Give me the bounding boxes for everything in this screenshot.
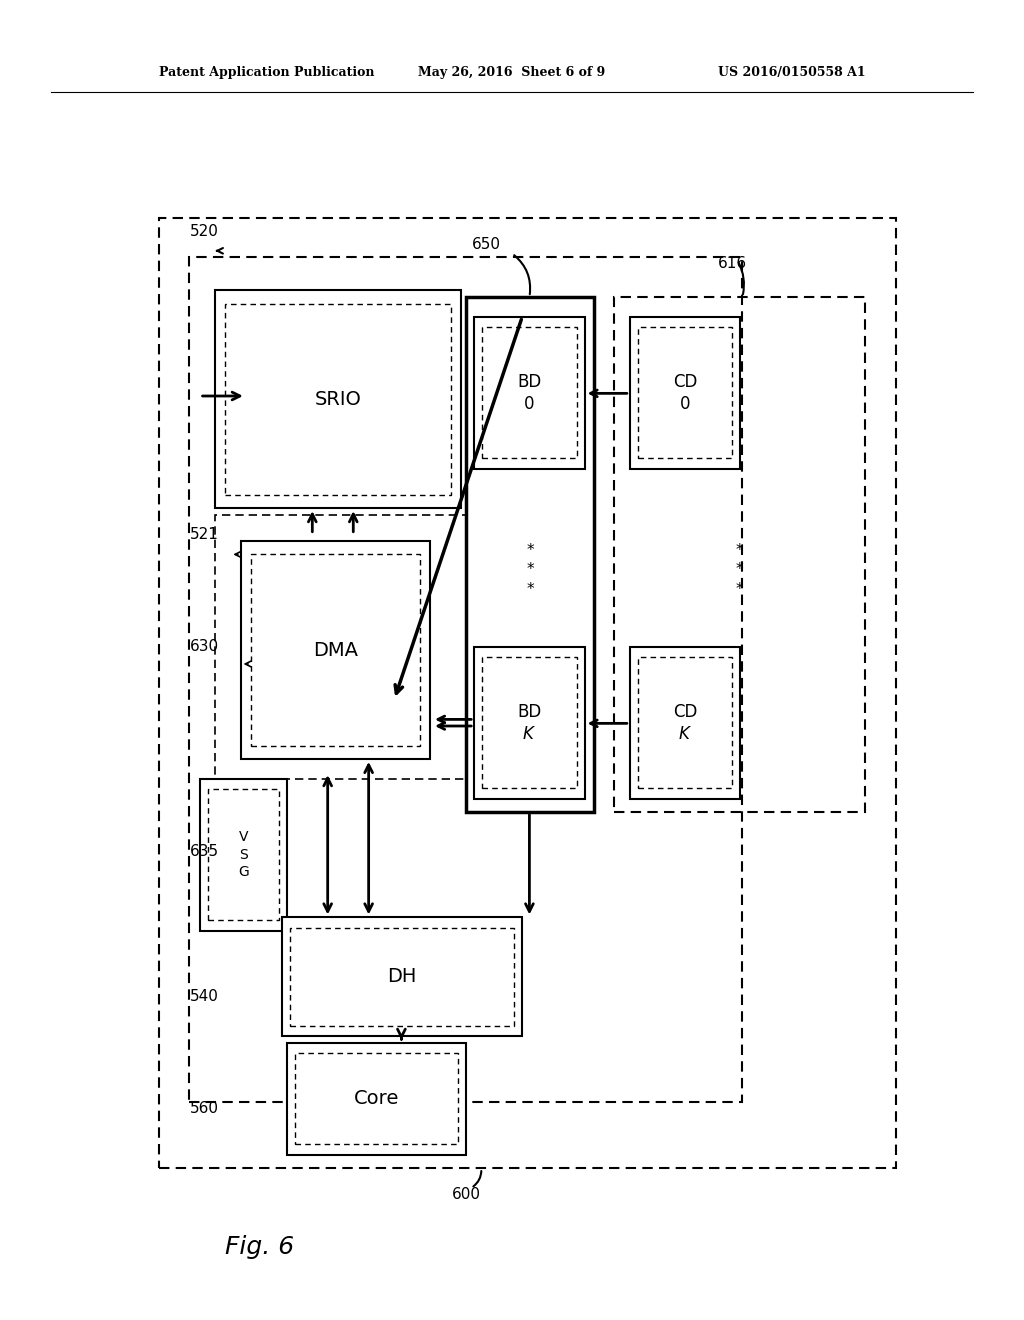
Text: 650: 650 bbox=[472, 236, 501, 252]
Polygon shape bbox=[200, 779, 287, 931]
Polygon shape bbox=[287, 1043, 466, 1155]
Text: US 2016/0150558 A1: US 2016/0150558 A1 bbox=[718, 66, 865, 79]
Polygon shape bbox=[474, 317, 585, 469]
Text: 560: 560 bbox=[189, 1101, 218, 1117]
Polygon shape bbox=[466, 297, 594, 812]
Text: BD
$K$: BD $K$ bbox=[517, 702, 542, 743]
Text: CD
$K$: CD $K$ bbox=[673, 702, 697, 743]
Polygon shape bbox=[474, 647, 585, 799]
Text: V
S
G: V S G bbox=[238, 830, 249, 879]
Polygon shape bbox=[241, 541, 430, 759]
Text: *
*
*: * * * bbox=[526, 543, 534, 597]
Text: Core: Core bbox=[353, 1089, 399, 1109]
Text: DMA: DMA bbox=[313, 640, 357, 660]
Text: *
*
*: * * * bbox=[736, 543, 743, 597]
Text: Patent Application Publication: Patent Application Publication bbox=[159, 66, 374, 79]
Text: Fig. 6: Fig. 6 bbox=[225, 1236, 295, 1259]
Polygon shape bbox=[215, 290, 461, 508]
Text: 600: 600 bbox=[452, 1187, 480, 1203]
Text: DH: DH bbox=[387, 968, 417, 986]
Polygon shape bbox=[630, 647, 740, 799]
Text: 520: 520 bbox=[189, 223, 218, 239]
Text: BD
0: BD 0 bbox=[517, 372, 542, 413]
Text: SRIO: SRIO bbox=[314, 389, 361, 409]
Text: CD
0: CD 0 bbox=[673, 372, 697, 413]
Text: 630: 630 bbox=[189, 639, 218, 655]
Text: 635: 635 bbox=[189, 843, 218, 859]
Text: 521: 521 bbox=[189, 527, 218, 543]
Text: May 26, 2016  Sheet 6 of 9: May 26, 2016 Sheet 6 of 9 bbox=[419, 66, 605, 79]
Text: 540: 540 bbox=[189, 989, 218, 1005]
Polygon shape bbox=[630, 317, 740, 469]
Text: 616: 616 bbox=[718, 256, 746, 272]
Polygon shape bbox=[282, 917, 522, 1036]
